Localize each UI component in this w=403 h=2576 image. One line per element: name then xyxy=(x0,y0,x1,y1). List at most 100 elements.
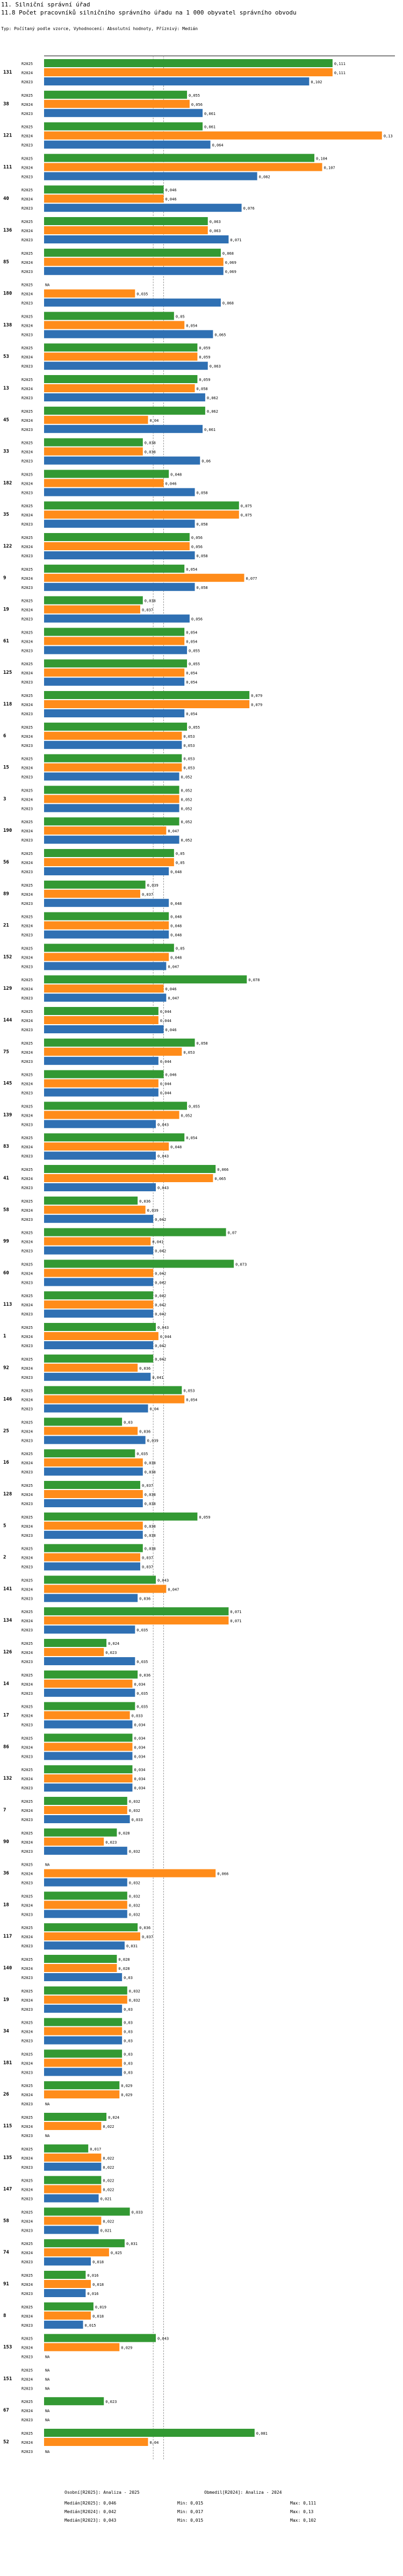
bar xyxy=(44,709,185,717)
data-label: 0,052 xyxy=(181,807,192,811)
data-label: 0,053 xyxy=(183,1050,195,1055)
series-label: R2024 xyxy=(21,1524,33,1529)
bar xyxy=(44,1007,159,1015)
bar xyxy=(44,740,182,749)
series-label: R2023 xyxy=(21,554,33,558)
data-label: 0,046 xyxy=(165,188,177,192)
category-label: 35 xyxy=(3,512,9,517)
data-label: 0,048 xyxy=(170,870,182,874)
series-label: R2025 xyxy=(21,125,33,129)
bar xyxy=(44,533,190,541)
bar xyxy=(44,2018,123,2026)
series-label: R2023 xyxy=(21,586,33,590)
series-label: R2024 xyxy=(21,134,33,139)
data-label: 0,054 xyxy=(186,1136,197,1140)
series-label: R2025 xyxy=(21,1010,33,1014)
bar xyxy=(44,1088,159,1097)
na-label: NA xyxy=(45,2134,50,2138)
na-label: NA xyxy=(45,2418,50,2422)
series-label: R2025 xyxy=(21,2337,33,2341)
series-label: R2025 xyxy=(21,62,33,66)
bar xyxy=(44,140,211,149)
data-label: 0,059 xyxy=(199,346,210,350)
category-label: 15 xyxy=(3,765,9,771)
bar xyxy=(44,424,203,433)
data-label: 0,059 xyxy=(199,378,210,382)
bar xyxy=(44,1025,164,1033)
bar xyxy=(44,1891,127,1900)
bar xyxy=(44,1047,182,1056)
data-label: 0,022 xyxy=(103,2156,114,2161)
bar xyxy=(44,1291,154,1300)
category-label: 126 xyxy=(3,1650,12,1655)
bar xyxy=(44,447,143,456)
na-label: NA xyxy=(45,2377,50,2381)
data-label: 0,052 xyxy=(181,820,192,824)
category-label: 117 xyxy=(3,1934,12,1939)
data-label: 0,034 xyxy=(134,1682,145,1687)
series-label: R2025 xyxy=(21,1168,33,1172)
bar xyxy=(44,1205,146,1214)
bar xyxy=(44,962,167,970)
bar xyxy=(44,786,179,794)
bar xyxy=(44,1372,151,1381)
series-label: R2024 xyxy=(21,735,33,739)
bar xyxy=(44,1056,159,1065)
series-label: R2023 xyxy=(21,996,33,1001)
series-label: R2025 xyxy=(21,93,33,98)
series-label: R2023 xyxy=(21,80,33,84)
data-label: 0,024 xyxy=(108,1642,119,1646)
data-label: 0,037 xyxy=(142,1935,153,1939)
bar xyxy=(44,1932,140,1941)
series-label: R2024 xyxy=(21,1271,33,1276)
series-label: R2023 xyxy=(21,2355,33,2359)
category-label: 19 xyxy=(3,607,9,613)
data-label: 0,062 xyxy=(207,409,218,414)
data-label: 0,065 xyxy=(214,1177,226,1181)
series-label: R2025 xyxy=(21,694,33,698)
data-label: 0,022 xyxy=(103,2179,114,2183)
na-label: NA xyxy=(45,2355,50,2359)
data-label: 0,035 xyxy=(136,1628,148,1632)
bar xyxy=(44,994,167,1002)
data-label: 0,047 xyxy=(168,996,179,1001)
series-label: R2025 xyxy=(21,2273,33,2278)
series-label: R2024 xyxy=(21,1335,33,1339)
legend-min-2024: Min: 0,017 xyxy=(177,2509,204,2514)
data-label: 0,043 xyxy=(157,1122,169,1127)
bar xyxy=(44,2081,120,2090)
series-label: R2023 xyxy=(21,1818,33,1822)
data-label: 0,058 xyxy=(197,1041,208,1046)
data-label: 0,053 xyxy=(183,735,195,739)
bar xyxy=(44,1869,216,1877)
bar xyxy=(44,1323,156,1331)
bar xyxy=(44,1269,154,1277)
bar xyxy=(44,2068,123,2076)
bar xyxy=(44,2248,109,2257)
series-label: R2025 xyxy=(21,1515,33,1520)
series-label: R2024 xyxy=(21,766,33,771)
legend-r2024: Obmedil[R2024]: Analiza - 2024 xyxy=(204,2490,282,2495)
bar xyxy=(44,109,203,117)
series-label: R2024 xyxy=(21,1303,33,1307)
data-label: 0,03 xyxy=(124,2052,133,2056)
series-label: R2025 xyxy=(21,1800,33,1804)
data-label: 0,034 xyxy=(134,1745,145,1750)
category-label: 6 xyxy=(3,733,6,739)
data-label: 0,073 xyxy=(235,1262,247,1267)
legend-max-2023: Max: 0,102 xyxy=(290,2518,316,2523)
series-label: R2023 xyxy=(21,143,33,148)
series-label: R2023 xyxy=(21,2102,33,2106)
series-label: R2024 xyxy=(21,577,33,581)
bar xyxy=(44,1278,154,1286)
bar xyxy=(44,754,182,762)
series-label: R2024 xyxy=(21,2409,33,2413)
bar xyxy=(44,185,164,194)
bar xyxy=(44,944,174,952)
bar xyxy=(44,1490,143,1498)
series-label: R2023 xyxy=(21,2386,33,2391)
data-label: 0,102 xyxy=(311,80,322,84)
series-label: R2025 xyxy=(21,1357,33,1362)
bar xyxy=(44,1332,159,1340)
series-label: R2023 xyxy=(21,1060,33,1064)
